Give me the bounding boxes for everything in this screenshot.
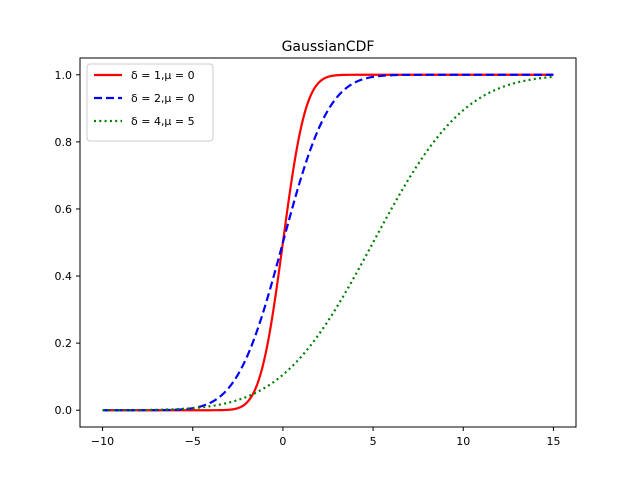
x-tick-label: −5	[185, 435, 201, 448]
y-tick-label: 0.2	[55, 337, 73, 350]
x-tick-label: 5	[370, 435, 377, 448]
legend: δ = 1,μ = 0 δ = 2,μ = 0 δ = 4,μ = 5	[86, 63, 214, 142]
y-tick-label: 1.0	[55, 69, 73, 82]
y-tick-label: 0.4	[55, 270, 73, 283]
plot-layer	[102, 73, 554, 412]
axes-frame	[79, 57, 577, 428]
y-tick-label: 0.8	[55, 136, 73, 149]
series-line-3	[102, 75, 554, 412]
x-tick-label: −10	[91, 435, 114, 448]
chart-title: GaussianCDF	[282, 39, 375, 55]
legend-box	[86, 63, 214, 142]
axes-layer: −10 −5 0 5 10 15 0.0 0.2 0.4 0.6 0.8 1.0	[55, 57, 577, 448]
x-tick-label: 0	[279, 435, 286, 448]
y-tick-label: 0.0	[55, 404, 73, 417]
y-tick-label: 0.6	[55, 203, 73, 216]
x-tick-label: 10	[456, 435, 470, 448]
x-tick-label: 15	[546, 435, 560, 448]
legend-label-3: δ = 4,μ = 5	[131, 115, 195, 128]
legend-label-1: δ = 1,μ = 0	[131, 69, 195, 82]
legend-label-2: δ = 2,μ = 0	[131, 92, 195, 105]
